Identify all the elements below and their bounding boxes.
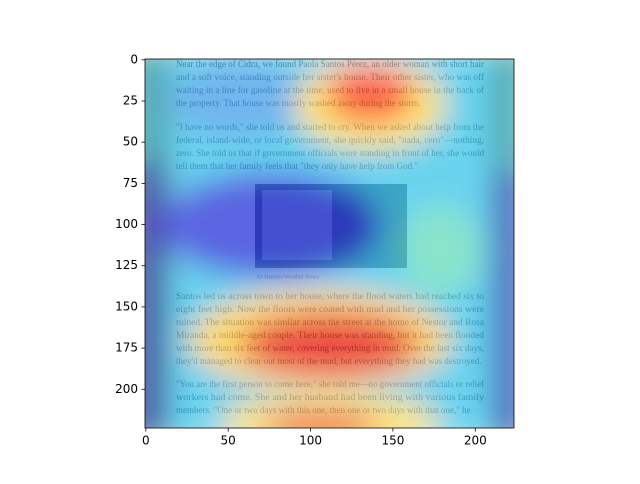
heatmap [145, 59, 514, 428]
y-tick-label: 150 [115, 299, 138, 313]
x-tick-label: 200 [464, 434, 487, 448]
y-tick-label: 75 [123, 176, 138, 190]
y-tick-label: 25 [123, 94, 138, 108]
y-tick-label: 0 [130, 52, 138, 66]
x-tick-label: 150 [381, 434, 404, 448]
x-tick-label: 100 [299, 434, 322, 448]
axes-frame [144, 58, 515, 429]
image: Near the edge of Cidra, we found Paola S… [145, 59, 514, 428]
y-tick-label: 175 [115, 341, 138, 355]
x-tick-label: 50 [221, 434, 236, 448]
y-tick-label: 50 [123, 135, 138, 149]
y-tick-label: 200 [115, 382, 138, 396]
y-tick-label: 100 [115, 217, 138, 231]
x-tick-label: 0 [142, 434, 150, 448]
y-tick-label: 125 [115, 258, 138, 272]
